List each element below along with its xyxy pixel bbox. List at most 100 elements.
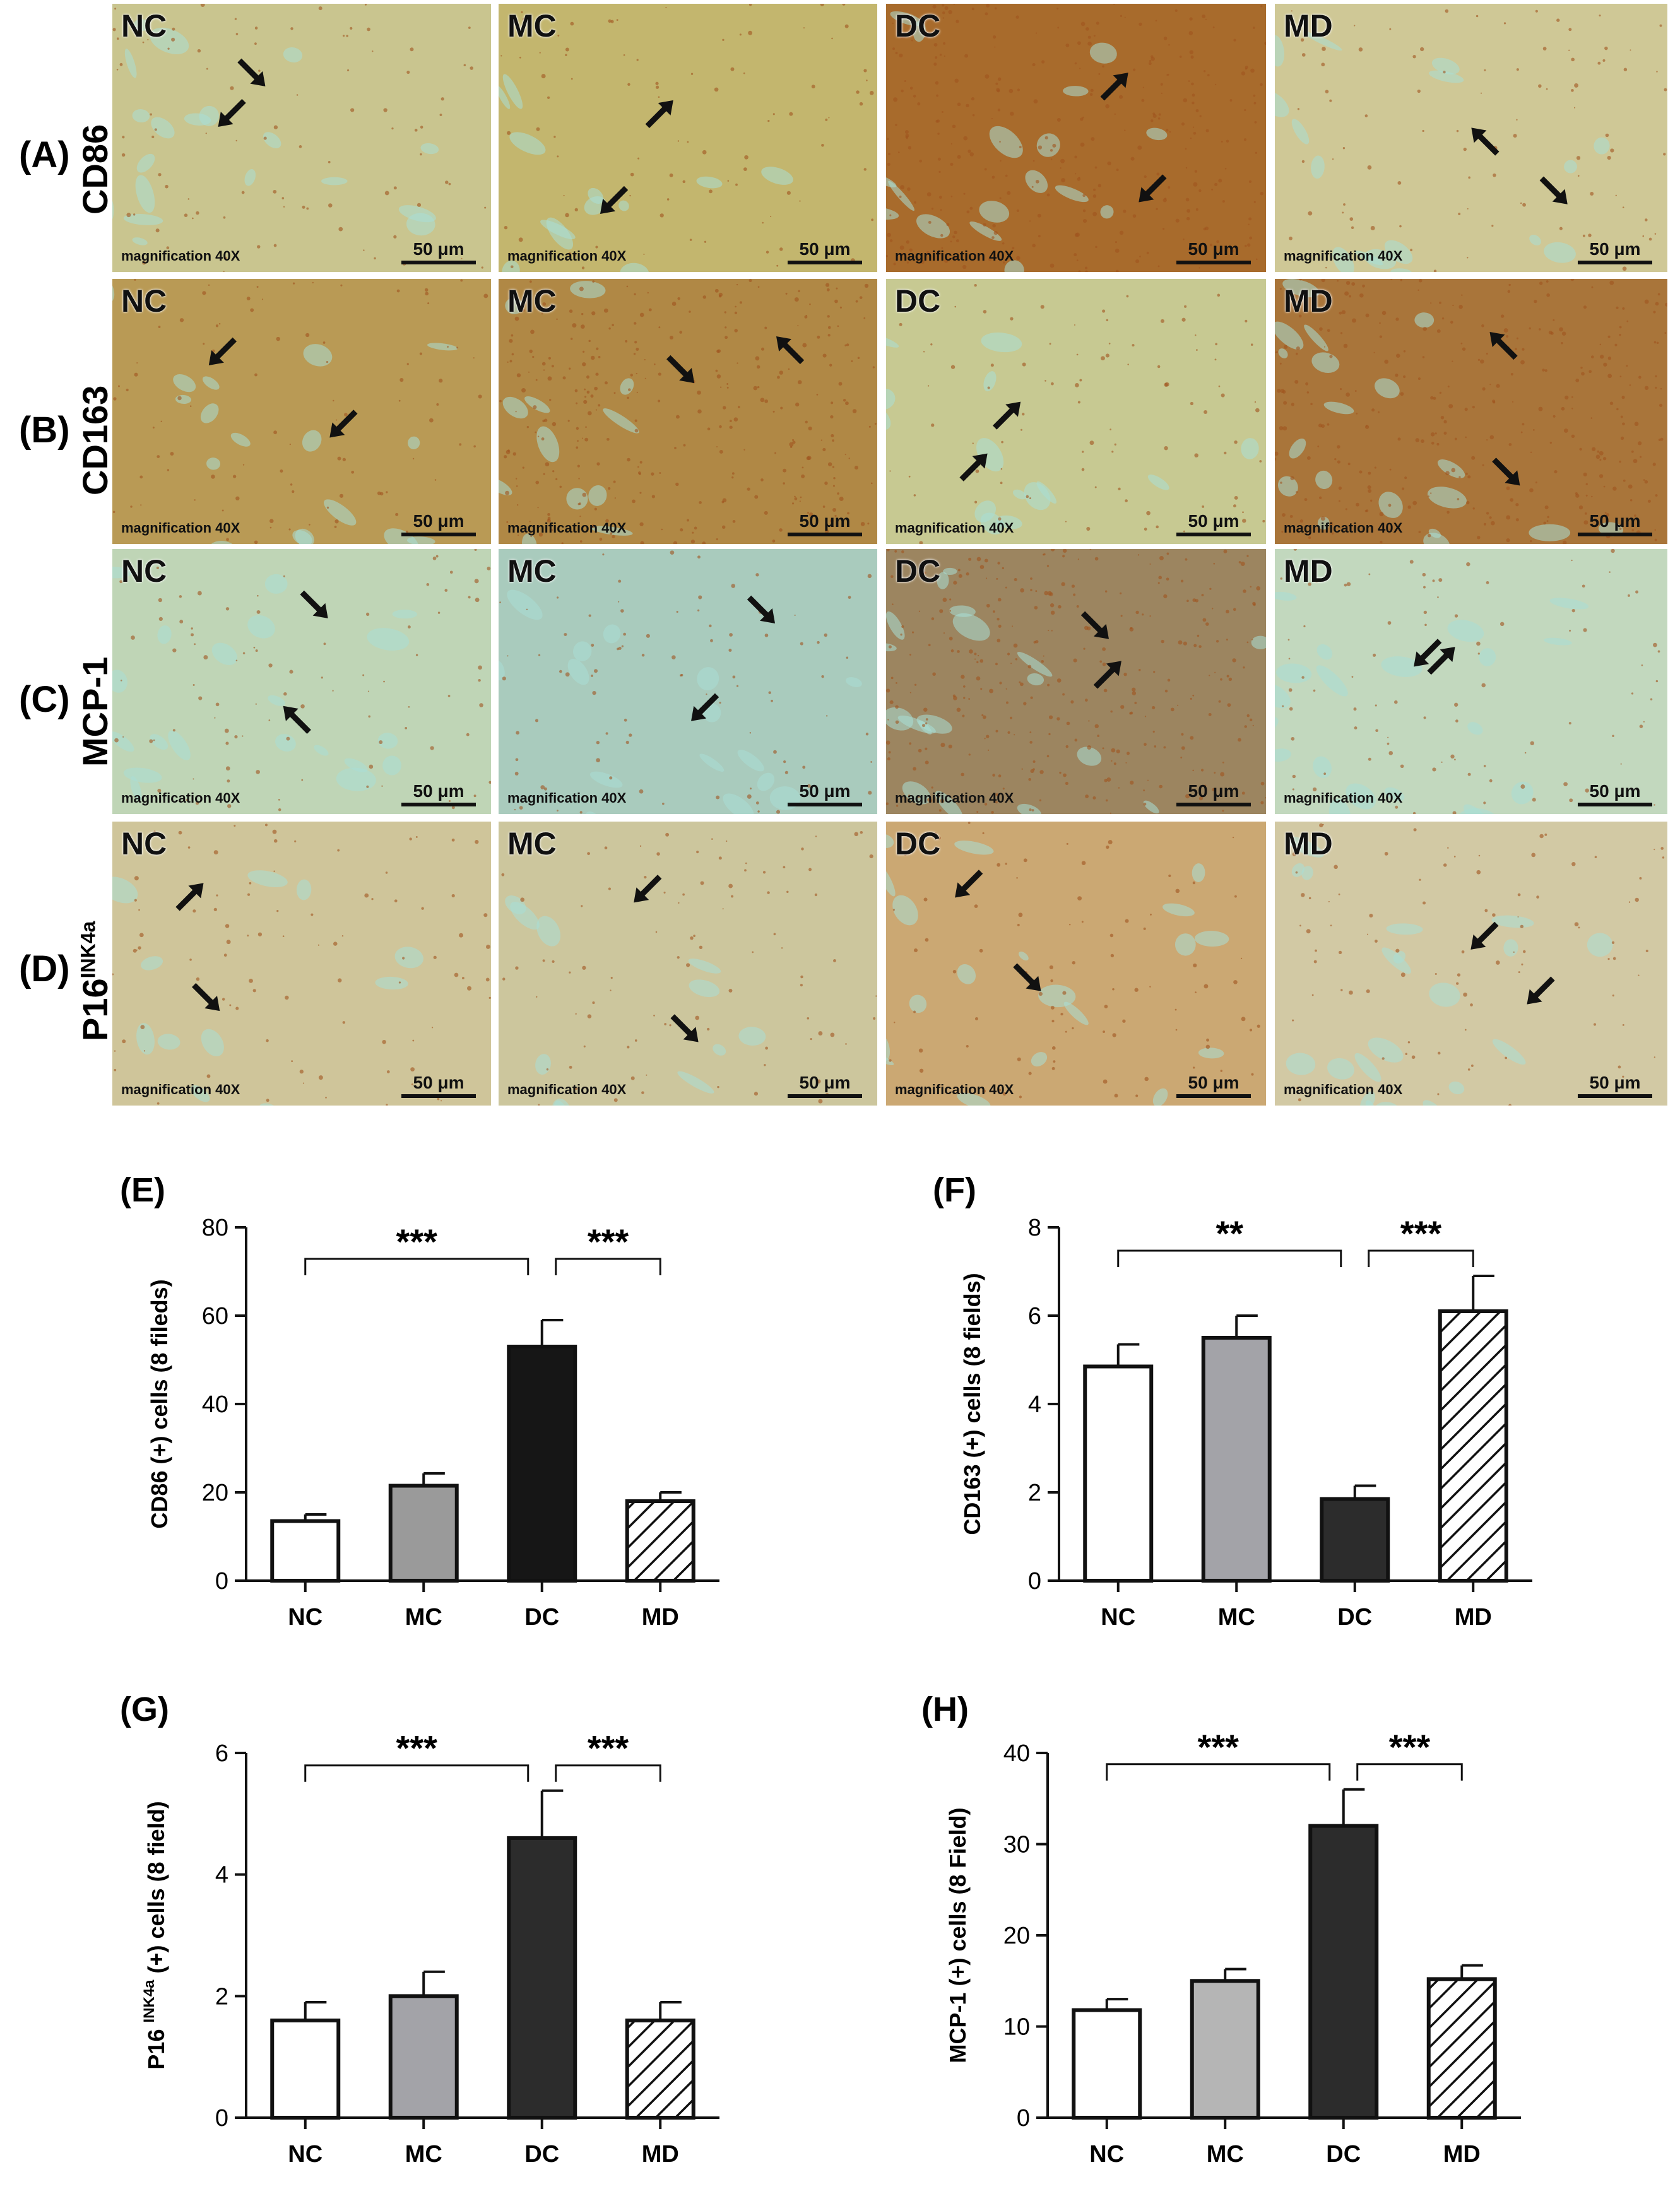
- tissue-image: [112, 4, 491, 272]
- scale-bar-line: [401, 533, 476, 536]
- x-tick-label: MD: [642, 1604, 679, 1631]
- scale-bar: 50 μm: [401, 511, 476, 536]
- y-tick-label: 20: [1003, 1923, 1030, 1949]
- marker-text: MCP-1: [75, 656, 115, 767]
- chart-f: (F) 0 2 4 6 8 NC MC DC MD ** *** CD163 (+) cells (8…: [933, 1171, 1564, 1650]
- y-axis-label: CD86 (+) cells (8 fileds): [146, 1279, 172, 1528]
- micrograph-mcp-1-nc: NC magnification 40X 50 μm: [112, 549, 491, 814]
- micrograph-p16-md: MD magnification 40X 50 μm: [1275, 822, 1667, 1106]
- arrow-icon: [1013, 963, 1041, 991]
- scale-bar-line: [1578, 533, 1652, 536]
- marker-sup: INK4a: [76, 921, 100, 979]
- arrow-icon: [175, 883, 204, 911]
- x-tick-label: MC: [1207, 2141, 1244, 2168]
- bar-nc: [1083, 1364, 1154, 1583]
- significance-label: **: [1216, 1213, 1243, 1253]
- bar-dc: [507, 1345, 577, 1583]
- arrow-icon: [645, 100, 673, 129]
- scale-bar-line: [788, 803, 862, 806]
- marker-label-cd163: CD163: [74, 386, 115, 495]
- magnification-label: magnification 40X: [121, 790, 240, 806]
- micrograph-cd163-md: MD magnification 40X 50 μm: [1275, 279, 1667, 544]
- scale-bar: 50 μm: [1176, 1073, 1251, 1098]
- arrow-icon: [192, 982, 220, 1012]
- y-tick-label: 4: [1028, 1391, 1041, 1418]
- significance-label: ***: [396, 1222, 438, 1261]
- y-axis-label: P16 INK4a (+) cells (8 field): [141, 1801, 169, 2069]
- chart-e: (E) 0 20 40 60 80 NC MC DC MD *** *** CD86 (+) cell…: [120, 1171, 751, 1650]
- panel-label-e: (E): [120, 1171, 165, 1209]
- x-tick-label: MC: [405, 2141, 442, 2168]
- scale-bar: 50 μm: [1578, 511, 1652, 536]
- tissue-image: [886, 279, 1266, 544]
- y-tick-label: 10: [1003, 2014, 1030, 2041]
- scale-bar-label: 50 μm: [1589, 239, 1641, 259]
- scale-bar: 50 μm: [1176, 239, 1251, 264]
- arrow-icon: [600, 186, 629, 214]
- x-tick-label: DC: [524, 2141, 559, 2168]
- tissue-image: [499, 549, 877, 814]
- bar-chart-svg: 0 10 20 30 40 NC MC DC MD *** *** MCP-1 (+) cells (…: [945, 1727, 1521, 2168]
- group-label: MC: [507, 283, 557, 319]
- arrow-icon: [1470, 921, 1499, 950]
- x-tick-label: NC: [288, 1604, 322, 1631]
- bar-md: [625, 1499, 695, 1583]
- scale-bar-label: 50 μm: [799, 511, 851, 531]
- chart-h: (H) 0 10 20 30 40 NC MC DC MD *** *** MCP-1 (+) cel…: [921, 1690, 1553, 2182]
- group-label: MD: [1284, 826, 1333, 861]
- scale-bar-label: 50 μm: [1188, 511, 1239, 531]
- significance-label: ***: [396, 1728, 438, 1768]
- micrograph-p16-mc: MC magnification 40X 50 μm: [499, 822, 877, 1106]
- bar-nc: [1072, 2008, 1142, 2120]
- scale-bar-line: [401, 261, 476, 264]
- bar-dc: [1308, 1824, 1379, 2120]
- arrow-icon: [1427, 647, 1455, 675]
- magnification-label: magnification 40X: [1284, 248, 1403, 264]
- y-tick-label: 8: [1028, 1215, 1041, 1241]
- tissue-image: [112, 822, 491, 1106]
- micrograph-cd163-nc: NC magnification 40X 50 μm: [112, 279, 491, 544]
- micrograph-cd86-mc: MC magnification 40X 50 μm: [499, 4, 877, 272]
- bar-mc: [388, 1484, 459, 1583]
- arrow-icon: [634, 875, 662, 903]
- micrograph-grid: (A) (B) (C) (D) CD86 CD163 MCP-1 P16INK4…: [19, 4, 1667, 1106]
- scale-bar-line: [1176, 533, 1251, 536]
- tissue-image: [499, 822, 877, 1106]
- tissue-image: [499, 279, 877, 544]
- chart-g: (G) 0 2 4 6 NC MC DC MD *** *** P16 INK4a (+) cell…: [120, 1690, 751, 2182]
- tissue-image: [112, 549, 491, 814]
- magnification-label: magnification 40X: [1284, 790, 1403, 806]
- marker-label-cd86: CD86: [74, 124, 115, 215]
- significance-label: ***: [588, 1222, 629, 1261]
- arrow-icon: [1539, 176, 1568, 204]
- scale-bar: 50 μm: [788, 511, 862, 536]
- y-tick-label: 0: [215, 1568, 228, 1595]
- row-label-d: (D): [19, 948, 70, 989]
- y-tick-label: 0: [215, 2105, 228, 2132]
- arrow-icon: [1527, 976, 1555, 1005]
- y-tick-label: 2: [1028, 1480, 1041, 1506]
- y-tick-label: 20: [202, 1480, 228, 1506]
- row-label-c: (C): [19, 679, 70, 720]
- arrow-icon: [1080, 611, 1109, 639]
- scale-bar-line: [1578, 1094, 1652, 1098]
- group-label: MD: [1284, 283, 1333, 319]
- significance-bracket: [304, 1764, 529, 1782]
- scale-bar: 50 μm: [1578, 239, 1652, 264]
- x-tick-label: DC: [1326, 2141, 1361, 2168]
- significance-bracket: [1368, 1249, 1474, 1267]
- arrow-icon: [329, 410, 358, 438]
- group-label: DC: [895, 8, 941, 44]
- arrow-icon: [1093, 661, 1121, 689]
- significance-label: ***: [1400, 1213, 1442, 1253]
- x-tick-label: MD: [1455, 1604, 1492, 1631]
- bar-mc: [1201, 1336, 1272, 1583]
- arrow-icon: [992, 401, 1021, 430]
- arrow-icon: [237, 58, 266, 86]
- scale-bar-label: 50 μm: [1589, 511, 1641, 531]
- magnification-label: magnification 40X: [121, 520, 240, 536]
- x-tick-label: DC: [1337, 1604, 1372, 1631]
- bar-dc: [507, 1836, 577, 2120]
- scale-bar-label: 50 μm: [799, 1073, 851, 1092]
